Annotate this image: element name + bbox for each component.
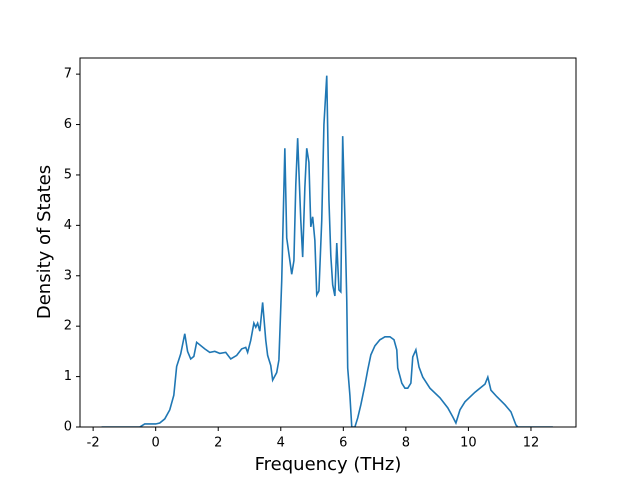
x-tick-label: 0: [152, 436, 160, 451]
y-tick-label: 6: [64, 117, 72, 132]
x-tick-label: 12: [523, 436, 540, 451]
dos-line: [101, 75, 553, 427]
y-tick-label: 2: [64, 319, 72, 334]
x-tick-label: 4: [277, 436, 285, 451]
axes-frame: [79, 57, 577, 428]
x-tick-label: -2: [87, 436, 100, 451]
x-axis-label: Frequency (THz): [255, 454, 402, 475]
y-tick-label: 4: [64, 218, 72, 233]
x-tick-label: 10: [460, 436, 477, 451]
y-tick-label: 0: [64, 420, 72, 435]
x-tick-label: 6: [339, 436, 347, 451]
y-tick-label: 7: [64, 67, 72, 82]
x-tick-label: 8: [402, 436, 410, 451]
y-tick-label: 3: [64, 268, 72, 283]
y-tick-label: 5: [64, 167, 72, 182]
y-axis-label: Density of States: [34, 165, 55, 319]
x-tick-label: 2: [214, 436, 222, 451]
y-tick-label: 1: [64, 369, 72, 384]
